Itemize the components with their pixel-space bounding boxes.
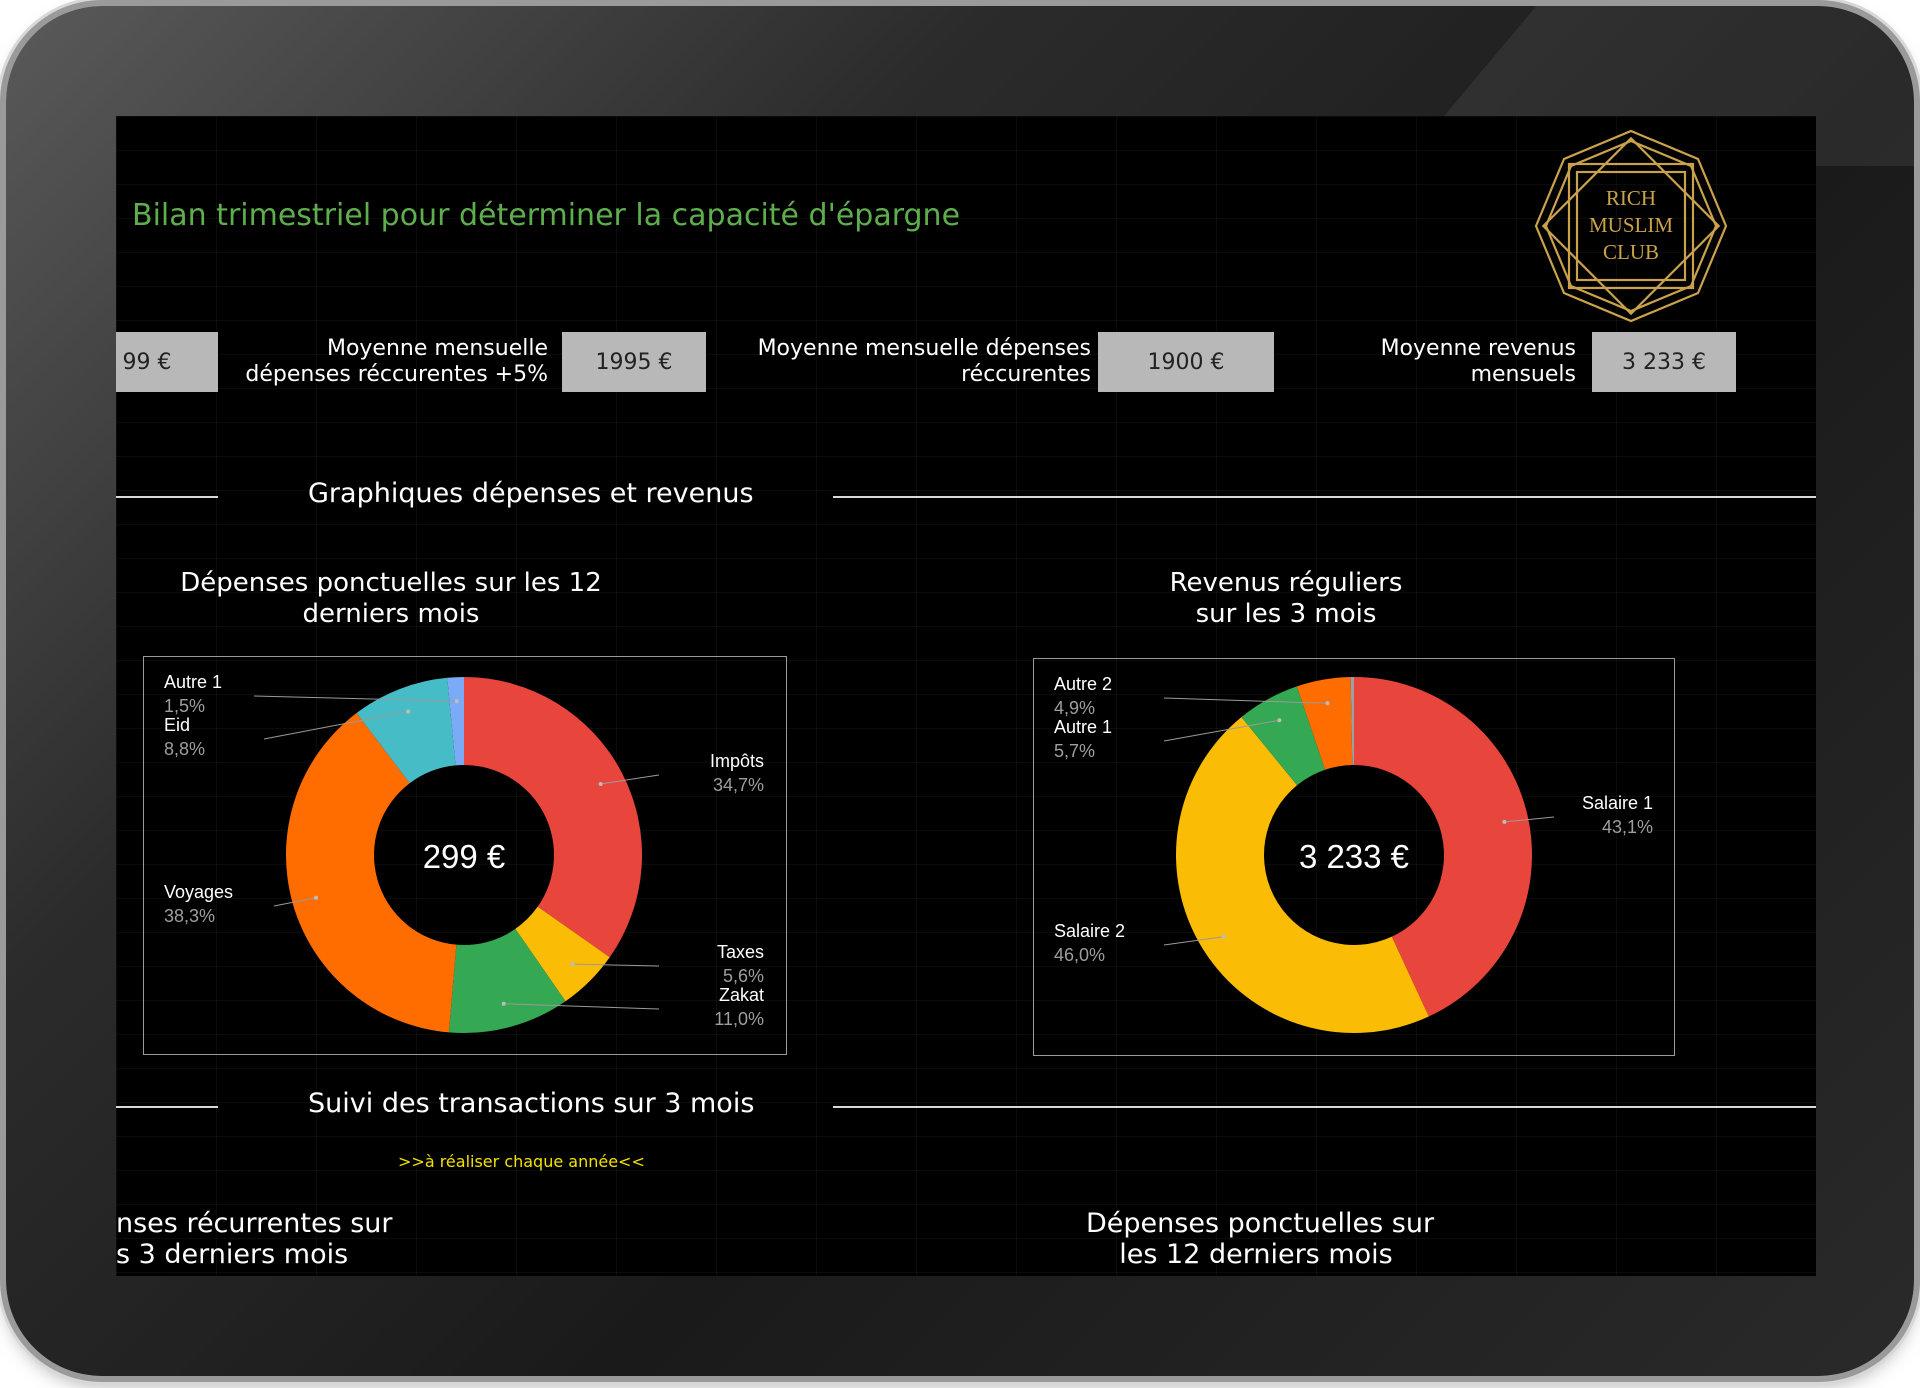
chart2-frame[interactable]: Salaire 1 43,1% Salaire 2 46,0% Autre 1 5,7% A… <box>1033 658 1675 1056</box>
bottom-left-title: nses récurrentes sur s 3 derniers mois <box>116 1208 393 1270</box>
chart2-leader-dot-autre-2 <box>1325 701 1330 706</box>
chart2-leader-autre-2 <box>1163 697 1328 704</box>
chart1-title-line1: Dépenses ponctuelles sur les 12 <box>180 568 602 598</box>
chart1-label-autre-1: Autre 1 <box>164 672 222 692</box>
kpi-label-recurrent-line1: Moyenne mensuelle dépenses <box>757 336 1091 361</box>
section-rule-left-2 <box>116 1106 218 1108</box>
chart2-leader-dot-salaire-1 <box>1502 819 1507 824</box>
transactions-note: >>à réaliser chaque année<< <box>398 1152 645 1171</box>
chart1-leader-eid <box>263 710 409 740</box>
chart2-leader-salaire-1 <box>1504 816 1555 823</box>
section-rule-right <box>833 496 1816 498</box>
chart1-label-voyages: Voyages <box>164 882 233 902</box>
chart1-slice-eid[interactable] <box>356 677 456 784</box>
chart1-leader-dot-zakat <box>501 1001 506 1006</box>
logo-line-2: MUSLIM <box>1589 213 1673 237</box>
chart1-leader-taxes <box>572 963 660 967</box>
chart2-slice-salaire-2[interactable] <box>1176 717 1429 1033</box>
chart2-donut: Salaire 1 43,1% Salaire 2 46,0% Autre 1 5,7% A… <box>1054 674 1653 1033</box>
chart1-label-zakat: Zakat <box>719 985 764 1005</box>
chart1-pct-zakat: 11,0% <box>714 1009 764 1029</box>
section-rule-left <box>116 496 218 498</box>
section-title-charts: Graphiques dépenses et revenus <box>308 478 754 509</box>
chart2-slice-autre-2[interactable] <box>1296 677 1353 770</box>
chart1-leader-dot-taxes <box>570 962 575 967</box>
spreadsheet-screen: Bilan trimestriel pour déterminer la cap… <box>116 116 1816 1276</box>
bottom-right-title-line1: Dépenses ponctuelles sur <box>1086 1208 1435 1239</box>
logo-line-3: CLUB <box>1603 240 1659 264</box>
section-rule-right-2 <box>833 1106 1816 1108</box>
kpi-label-income: Moyenne revenus mensuels <box>1296 336 1576 388</box>
chart1-slice-taxes[interactable] <box>515 906 610 1002</box>
page-title: Bilan trimestriel pour déterminer la cap… <box>132 198 961 233</box>
kpi-label-recurrent-plus5: Moyenne mensuelle dépenses réccurentes +… <box>226 336 548 388</box>
chart1-leader-voyages <box>273 897 317 907</box>
chart1-title-line2: derniers mois <box>302 599 480 629</box>
chart1-label-imp-ts: Impôts <box>710 751 764 771</box>
chart1-pct-taxes: 5,6% <box>723 966 764 986</box>
chart2-leader-dot-autre-1 <box>1277 718 1282 723</box>
chart1-center-value: 299 € <box>423 838 506 875</box>
kpi-label-recurrent-plus5-line1: Moyenne mensuelle <box>326 336 548 361</box>
bottom-left-title-line2: s 3 derniers mois <box>116 1239 349 1270</box>
chart2-pct-salaire-1: 43,1% <box>1602 817 1653 837</box>
chart1-slice-voyages[interactable] <box>286 713 457 1033</box>
bottom-left-title-line1: nses récurrentes sur <box>116 1208 393 1239</box>
chart2-leader-salaire-2 <box>1163 936 1224 946</box>
kpi-value-income[interactable]: 3 233 € <box>1592 332 1736 392</box>
rich-muslim-club-logo: RICH MUSLIM CLUB <box>1534 129 1728 323</box>
chart1-pct-imp-ts: 34,7% <box>713 775 764 795</box>
chart1-leader-dot-voyages <box>314 895 319 900</box>
chart1-leader-dot-imp-ts <box>598 781 603 786</box>
chart2-leader-autre-1 <box>1163 719 1280 742</box>
chart2-center-value: 3 233 € <box>1299 838 1409 875</box>
tablet-device: Bilan trimestriel pour déterminer la cap… <box>6 6 1914 1376</box>
kpi-value-cut[interactable]: 99 € <box>116 332 218 392</box>
kpi-label-recurrent: Moyenne mensuelle dépenses réccurentes <box>731 336 1091 388</box>
chart1-leader-dot-autre-1 <box>454 699 459 704</box>
kpi-label-income-line1: Moyenne revenus <box>1380 336 1576 361</box>
chart1-pct-autre-1: 1,5% <box>164 696 205 716</box>
chart2-title: Revenus réguliers sur les 3 mois <box>1136 568 1436 630</box>
kpi-label-recurrent-plus5-line2: dépenses réccurentes +5% <box>245 362 548 387</box>
chart2-pct-autre-1: 5,7% <box>1054 741 1095 761</box>
chart1-donut: Impôts 34,7% Taxes 5,6%Zakat 11,0% Voyages 38,… <box>164 672 764 1033</box>
chart1-leader-imp-ts <box>600 774 660 785</box>
chart1-leader-dot-eid <box>406 709 411 714</box>
bottom-right-title-line2: les 12 derniers mois <box>1119 1239 1393 1270</box>
chart1-slice-autre-1[interactable] <box>447 677 464 766</box>
chart2-slice-other[interactable] <box>1350 677 1354 766</box>
chart1-slice-zakat[interactable] <box>448 928 566 1033</box>
kpi-value-cut-text: 99 € <box>122 349 172 375</box>
chart2-label-autre-1: Autre 1 <box>1054 717 1112 737</box>
chart2-label-salaire-2: Salaire 2 <box>1054 921 1125 941</box>
chart1-leader-autre-1 <box>253 695 457 702</box>
chart1-leader-zakat <box>503 1003 660 1010</box>
kpi-value-recurrent-plus5[interactable]: 1995 € <box>562 332 706 392</box>
chart1-label-taxes: Taxes <box>717 942 764 962</box>
chart2-slice-autre-1[interactable] <box>1241 686 1326 786</box>
chart2-title-line2: sur les 3 mois <box>1195 599 1377 629</box>
chart1-slice-imp-ts[interactable] <box>464 677 642 958</box>
chart2-label-salaire-1: Salaire 1 <box>1582 793 1653 813</box>
kpi-label-income-line2: mensuels <box>1470 362 1576 387</box>
kpi-label-recurrent-line2: réccurentes <box>961 362 1091 387</box>
chart1-label-eid: Eid <box>164 715 190 735</box>
bottom-right-title: Dépenses ponctuelles sur les 12 derniers… <box>1086 1208 1435 1270</box>
chart2-slice-salaire-1[interactable] <box>1354 677 1532 1017</box>
chart2-title-line1: Revenus réguliers <box>1169 568 1403 598</box>
chart2-label-autre-2: Autre 2 <box>1054 674 1112 694</box>
chart2-pct-salaire-2: 46,0% <box>1054 945 1105 965</box>
chart1-pct-eid: 8,8% <box>164 739 205 759</box>
chart1-pct-voyages: 38,3% <box>164 906 215 926</box>
section-title-transactions: Suivi des transactions sur 3 mois <box>308 1088 755 1119</box>
kpi-value-recurrent[interactable]: 1900 € <box>1098 332 1274 392</box>
logo-line-1: RICH <box>1606 186 1656 210</box>
chart1-title: Dépenses ponctuelles sur les 12 derniers… <box>166 568 616 630</box>
chart2-pct-autre-2: 4,9% <box>1054 698 1095 718</box>
chart1-frame[interactable]: Impôts 34,7% Taxes 5,6% Zakat 11,0% Voyages 38,… <box>143 656 787 1055</box>
chart2-leader-dot-salaire-2 <box>1221 934 1226 939</box>
